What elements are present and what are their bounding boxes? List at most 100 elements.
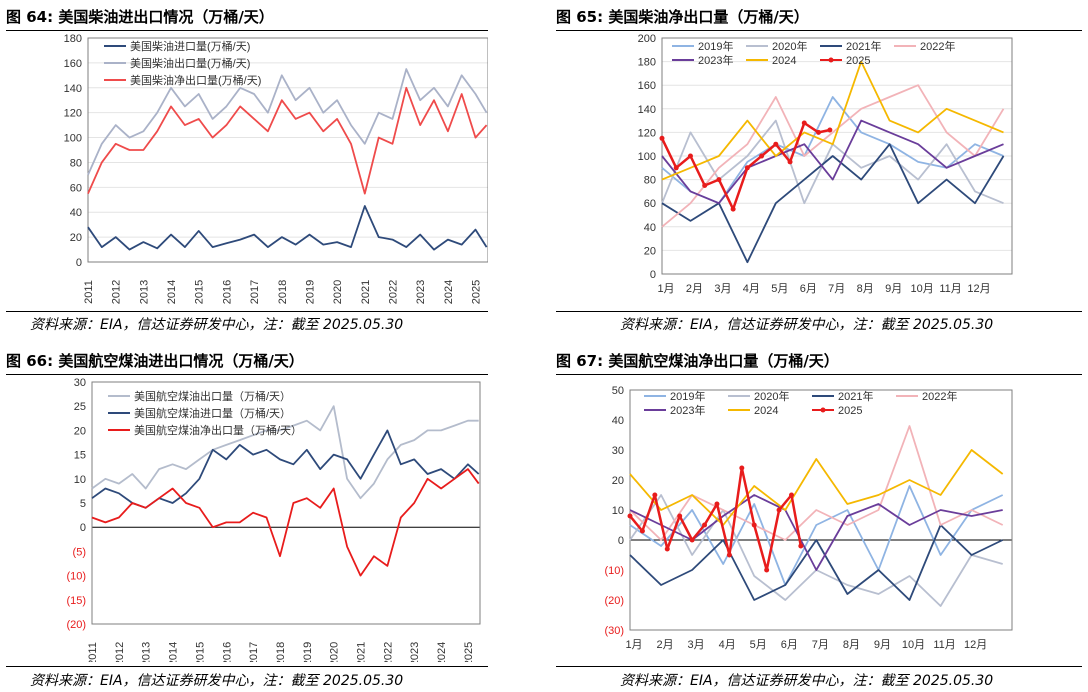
x-tick-label: 2016 bbox=[221, 642, 233, 662]
x-tick-label: 6月 bbox=[781, 639, 798, 651]
x-tick-label: 9月 bbox=[885, 283, 902, 295]
series-line bbox=[629, 449, 1004, 526]
source-note-67: 资料来源：EIA，信达证券研发中心，注：截至 2025.05.30 bbox=[620, 673, 994, 689]
x-tick-label: 2015 bbox=[194, 642, 206, 662]
x-tick-label: 2014 bbox=[168, 642, 180, 662]
y-tick-label: (10) bbox=[604, 565, 624, 577]
x-tick-label: 6月 bbox=[800, 283, 817, 295]
x-tick-label: 3月 bbox=[714, 283, 731, 295]
legend-label: 2023年 bbox=[698, 53, 733, 67]
y-tick-label: 60 bbox=[644, 198, 656, 210]
y-tick-label: 0 bbox=[618, 535, 624, 547]
plot-frame bbox=[629, 389, 1013, 631]
data-point bbox=[714, 501, 720, 507]
y-tick-label: 100 bbox=[64, 133, 82, 145]
legend-label: 2022年 bbox=[922, 389, 957, 403]
x-tick-label: 2025 bbox=[471, 280, 483, 304]
x-tick-label: 2022 bbox=[387, 280, 399, 304]
x-tick-label: 2014 bbox=[166, 280, 178, 304]
data-point bbox=[627, 513, 633, 519]
title-rule bbox=[6, 374, 488, 375]
x-tick-label: 5月 bbox=[771, 283, 788, 295]
x-tick-label: 2013 bbox=[138, 280, 150, 304]
x-tick-label: 12月 bbox=[964, 639, 987, 651]
y-tick-label: 50 bbox=[612, 385, 624, 397]
legend-label: 美国柴油出口量(万桶/天) bbox=[130, 56, 250, 70]
data-point bbox=[673, 165, 679, 171]
data-point bbox=[730, 206, 736, 212]
x-tick-label: 5月 bbox=[750, 639, 767, 651]
x-tick-label: 8月 bbox=[857, 283, 874, 295]
chart-title-67: 图 67: 美国航空煤油净出口量（万桶/天） bbox=[556, 352, 839, 370]
x-tick-label: 2020 bbox=[332, 280, 344, 304]
chart-title-66: 图 66: 美国航空煤油进出口情况（万桶/天） bbox=[6, 352, 304, 370]
x-tick-label: 2016 bbox=[221, 280, 233, 304]
legend-label: 2020年 bbox=[754, 389, 789, 403]
source-rule bbox=[556, 311, 1082, 312]
y-tick-label: 20 bbox=[74, 425, 86, 437]
x-tick-label: 9月 bbox=[874, 639, 891, 651]
data-point bbox=[652, 492, 658, 498]
x-tick-label: 2021 bbox=[356, 642, 368, 662]
title-rule bbox=[6, 30, 488, 31]
legend-label: 2022年 bbox=[920, 39, 955, 53]
legend-label: 2019年 bbox=[670, 389, 705, 403]
data-point bbox=[687, 153, 693, 159]
plot-frame bbox=[87, 37, 488, 263]
series-line bbox=[661, 84, 1005, 228]
series-line bbox=[629, 494, 1003, 571]
data-point bbox=[677, 513, 683, 519]
chart-title-65: 图 65: 美国柴油净出口量（万桶/天） bbox=[556, 8, 809, 26]
y-tick-label: 0 bbox=[76, 257, 82, 269]
legend-label: 2025 bbox=[838, 405, 862, 417]
x-tick-label: 2011 bbox=[87, 642, 99, 662]
x-tick-label: 2018 bbox=[277, 280, 289, 304]
y-tick-label: (20) bbox=[66, 619, 86, 631]
x-tick-label: 2021 bbox=[360, 280, 372, 304]
x-tick-label: 2013 bbox=[141, 642, 153, 662]
chart-64: 0 20 40 60 80 100 120 140 160 180 2011 2012 2013 2014… bbox=[64, 34, 488, 304]
series-line bbox=[661, 96, 1004, 205]
legend-label: 2019年 bbox=[698, 39, 733, 53]
legend-marker bbox=[828, 57, 834, 63]
data-point bbox=[816, 129, 822, 135]
series-line bbox=[91, 468, 480, 577]
legend-label: 美国航空煤油出口量（万桶/天） bbox=[134, 389, 291, 403]
y-tick-label: 120 bbox=[638, 127, 656, 139]
y-tick-label: 80 bbox=[644, 175, 656, 187]
data-point bbox=[787, 159, 793, 165]
data-point bbox=[773, 141, 779, 147]
legend-label: 2025 bbox=[846, 55, 870, 67]
y-tick-label: 20 bbox=[644, 245, 656, 257]
x-tick-label: 7月 bbox=[828, 283, 845, 295]
series-line bbox=[661, 60, 1004, 181]
data-point bbox=[639, 528, 645, 534]
data-point bbox=[664, 546, 670, 552]
data-point bbox=[759, 153, 765, 159]
y-tick-label: 120 bbox=[64, 108, 82, 120]
y-tick-label: 20 bbox=[70, 232, 82, 244]
data-point bbox=[788, 492, 794, 498]
y-tick-label: 0 bbox=[80, 522, 86, 534]
series-line bbox=[661, 119, 1004, 205]
source-note-66: 资料来源：EIA，信达证券研发中心，注：截至 2025.05.30 bbox=[30, 673, 404, 689]
chart-title-64: 图 64: 美国柴油进出口情况（万桶/天） bbox=[6, 8, 274, 26]
y-tick-label: 100 bbox=[638, 151, 656, 163]
source-rule bbox=[6, 311, 488, 312]
x-tick-label: 10月 bbox=[902, 639, 925, 651]
y-tick-label: 160 bbox=[638, 80, 656, 92]
series-line bbox=[629, 466, 803, 572]
data-point bbox=[764, 567, 770, 573]
plot-frame bbox=[91, 381, 481, 625]
x-tick-label: 11月 bbox=[939, 283, 961, 295]
data-point bbox=[739, 465, 745, 471]
y-tick-label: 40 bbox=[644, 222, 656, 234]
x-tick-label: 2017 bbox=[249, 280, 261, 304]
y-tick-label: 160 bbox=[64, 58, 82, 70]
x-tick-label: 11月 bbox=[933, 639, 955, 651]
x-tick-label: 2012 bbox=[111, 280, 123, 304]
x-tick-label: 2024 bbox=[443, 280, 455, 304]
x-tick-label: 2012 bbox=[114, 642, 126, 662]
legend-label: 美国航空煤油净出口量（万桶/天） bbox=[134, 423, 302, 437]
